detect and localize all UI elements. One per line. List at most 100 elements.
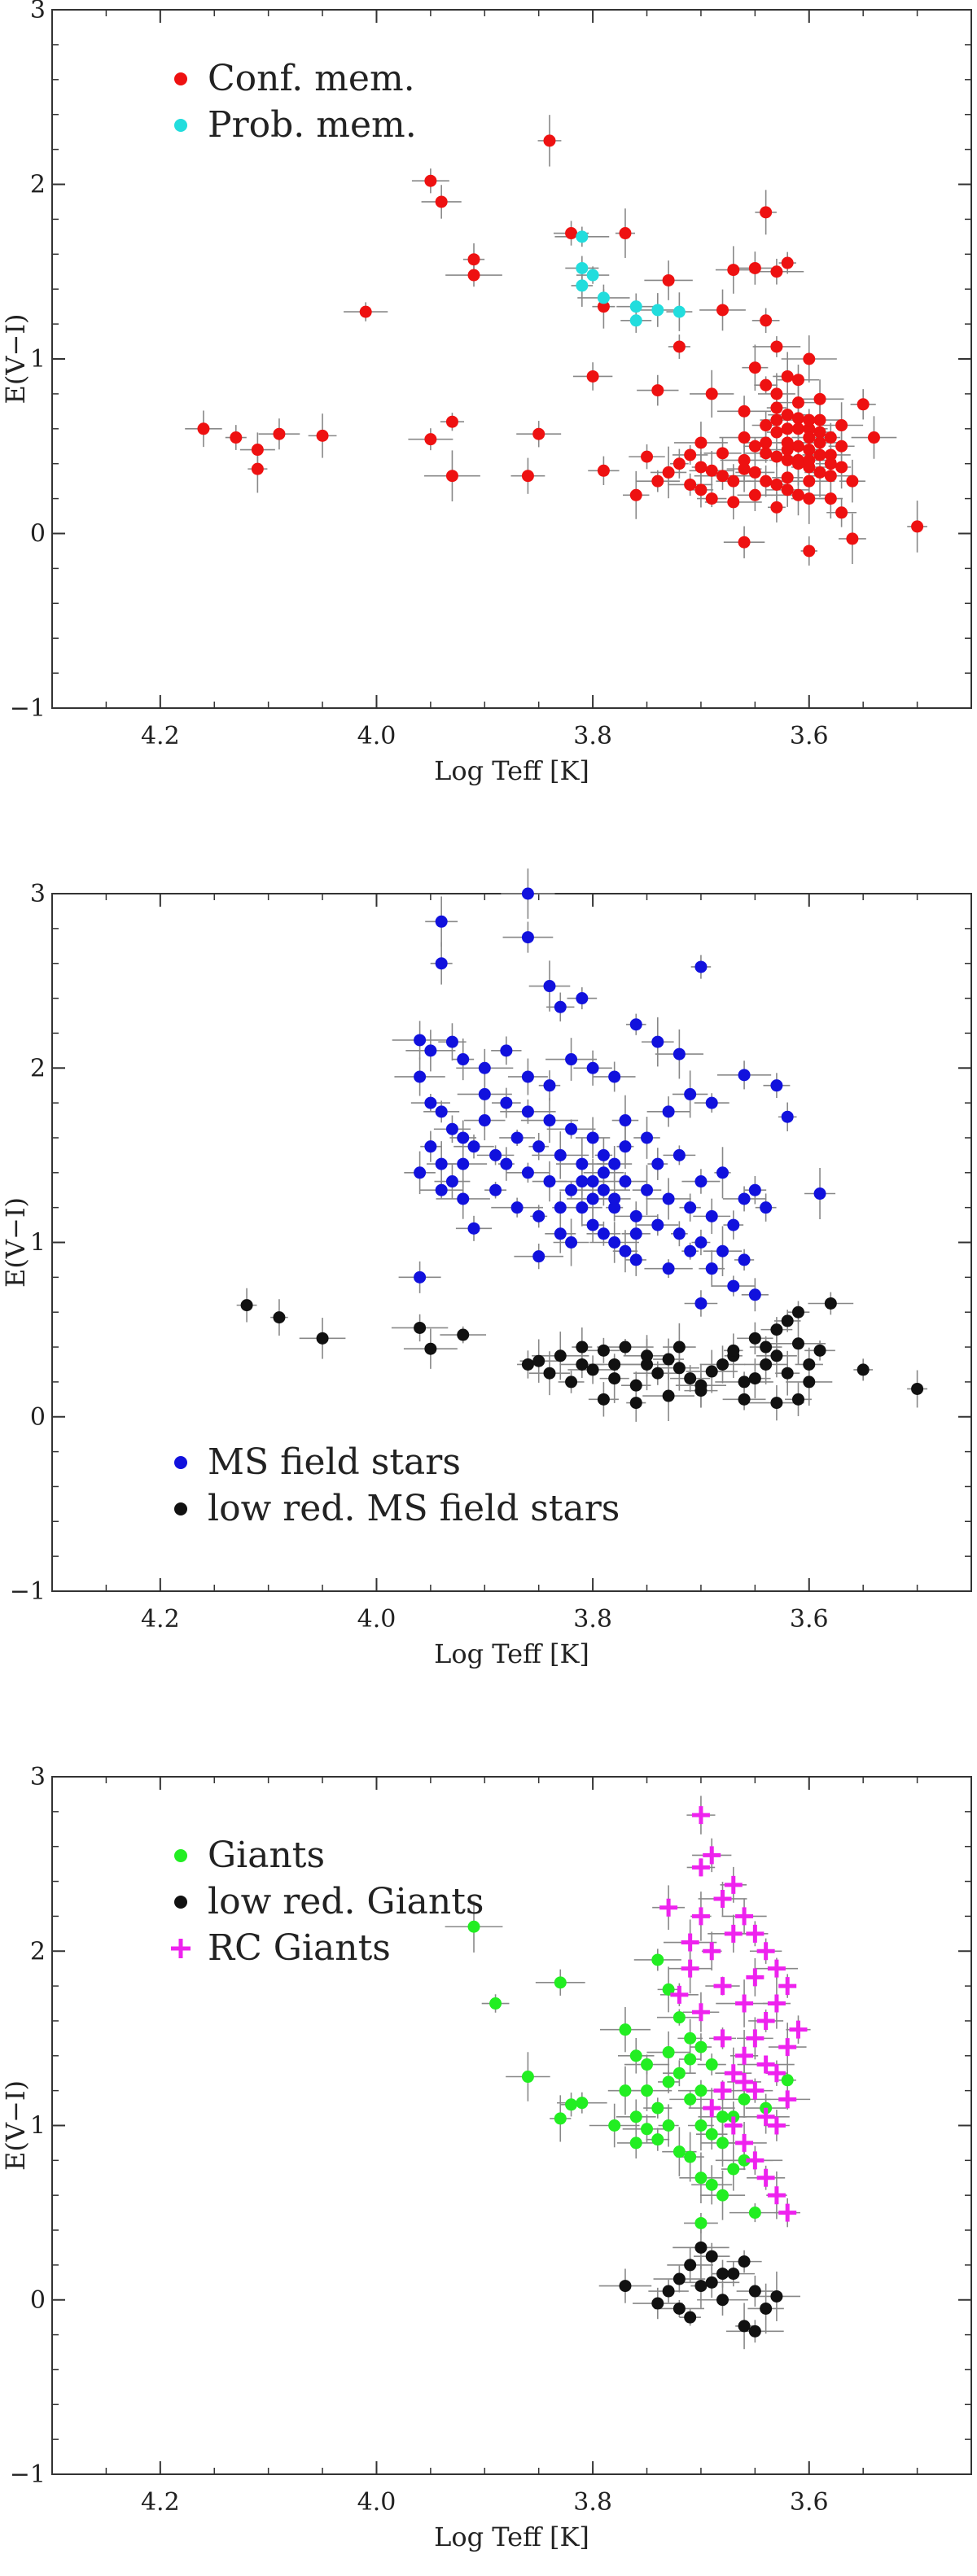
data-point-giants xyxy=(629,2136,642,2150)
data-point-low-red-ms-field-stars xyxy=(608,1358,621,1371)
data-point-conf-mem xyxy=(629,488,642,501)
data-point-conf-mem xyxy=(424,433,437,446)
data-point-ms-field-stars xyxy=(424,1044,437,1057)
data-point-ms-field-stars xyxy=(586,1192,599,1205)
data-point-giants xyxy=(705,2178,718,2191)
data-point-conf-mem xyxy=(770,501,783,514)
data-point-low-red-ms-field-stars xyxy=(651,1367,664,1380)
data-point-conf-mem xyxy=(662,273,675,286)
data-point-low-red-ms-field-stars xyxy=(770,1349,783,1362)
data-point-low-red-ms-field-stars xyxy=(608,1372,621,1385)
data-point-low-red-ms-field-stars xyxy=(586,1363,599,1376)
data-point-ms-field-stars xyxy=(619,1140,632,1153)
data-point-conf-mem xyxy=(824,470,837,483)
data-point-rc-giants xyxy=(746,1924,765,1943)
data-point-conf-mem xyxy=(694,436,708,449)
data-point-conf-mem xyxy=(803,352,816,365)
data-point-rc-giants xyxy=(691,1806,710,1825)
data-point-low-red-ms-field-stars xyxy=(316,1332,329,1345)
data-point-conf-mem xyxy=(586,370,599,383)
data-point-ms-field-stars xyxy=(662,1192,675,1205)
data-point-giants xyxy=(716,2189,729,2202)
data-point-ms-field-stars xyxy=(684,1201,697,1214)
data-point-rc-giants xyxy=(724,2064,743,2083)
data-point-giants xyxy=(727,2163,740,2176)
data-point-ms-field-stars xyxy=(662,1105,675,1118)
data-point-ms-field-stars xyxy=(619,1114,632,1127)
x-tick-label: 3.8 xyxy=(573,722,612,750)
data-point-rc-giants xyxy=(713,2029,732,2048)
data-point-low-red-ms-field-stars xyxy=(576,1358,589,1371)
data-point-ms-field-stars xyxy=(500,1157,513,1170)
data-point-conf-mem xyxy=(748,440,761,453)
data-point-low-red-ms-field-stars xyxy=(803,1375,816,1389)
data-point-conf-mem xyxy=(803,545,816,558)
data-point-conf-mem xyxy=(781,409,794,422)
data-point-prob-mem xyxy=(597,291,610,304)
data-point-ms-field-stars xyxy=(565,1183,578,1196)
data-point-ms-field-stars xyxy=(760,1201,773,1214)
data-point-ms-field-stars xyxy=(424,1096,437,1109)
data-point-low-red-ms-field-stars xyxy=(791,1305,804,1319)
data-point-ms-field-stars xyxy=(445,1122,458,1135)
data-point-conf-mem xyxy=(781,422,794,435)
data-point-conf-mem xyxy=(791,488,804,501)
data-point-ms-field-stars xyxy=(705,1096,718,1109)
legend-marker xyxy=(174,1849,187,1862)
data-point-ms-field-stars xyxy=(576,1175,589,1188)
data-point-low-red-giants xyxy=(727,2268,740,2281)
data-point-conf-mem xyxy=(694,483,708,496)
data-point-ms-field-stars xyxy=(716,1166,729,1179)
data-point-low-red-ms-field-stars xyxy=(911,1382,924,1395)
data-point-conf-mem xyxy=(738,462,751,475)
legend-label: low red. Giants xyxy=(208,1881,484,1922)
data-point-conf-mem xyxy=(673,340,686,353)
data-point-rc-giants xyxy=(756,2107,775,2126)
data-point-conf-mem xyxy=(813,466,826,479)
data-point-conf-mem xyxy=(716,447,729,460)
data-point-rc-giants xyxy=(789,2020,808,2039)
data-point-ms-field-stars xyxy=(641,1131,654,1144)
data-point-prob-mem xyxy=(673,305,686,318)
data-point-ms-field-stars xyxy=(684,1244,697,1257)
data-point-ms-field-stars xyxy=(597,1227,610,1240)
data-point-conf-mem xyxy=(770,426,783,439)
data-point-low-red-ms-field-stars xyxy=(414,1321,427,1334)
data-point-conf-mem xyxy=(445,470,458,483)
data-point-ms-field-stars xyxy=(705,1262,718,1275)
data-point-giants xyxy=(694,2171,708,2185)
data-point-ms-field-stars xyxy=(651,1035,664,1048)
data-point-giants xyxy=(651,2101,664,2115)
data-point-ms-field-stars xyxy=(435,1157,448,1170)
data-point-ms-field-stars xyxy=(435,957,448,970)
data-point-rc-giants xyxy=(681,1959,699,1978)
data-point-ms-field-stars xyxy=(694,1175,708,1188)
data-point-conf-mem xyxy=(445,415,458,428)
data-point-giants xyxy=(716,2110,729,2123)
data-point-rc-giants xyxy=(735,1994,754,2013)
data-point-giants xyxy=(781,2074,794,2087)
data-point-low-red-ms-field-stars xyxy=(748,1372,761,1385)
data-point-low-red-ms-field-stars xyxy=(576,1340,589,1354)
data-point-ms-field-stars xyxy=(565,1053,578,1066)
data-point-prob-mem xyxy=(576,261,589,274)
data-point-giants xyxy=(716,2136,729,2150)
data-point-low-red-ms-field-stars xyxy=(565,1375,578,1389)
data-point-conf-mem xyxy=(813,426,826,439)
data-point-low-red-ms-field-stars xyxy=(641,1358,654,1371)
data-point-low-red-giants xyxy=(705,2276,718,2289)
data-point-conf-mem xyxy=(467,269,480,282)
data-point-conf-mem xyxy=(694,461,708,474)
data-point-rc-giants xyxy=(735,2133,754,2152)
data-point-conf-mem xyxy=(803,475,816,488)
data-point-conf-mem xyxy=(781,471,794,484)
data-point-conf-mem xyxy=(651,475,664,488)
data-point-conf-mem xyxy=(705,387,718,400)
data-point-conf-mem xyxy=(619,227,632,240)
data-point-ms-field-stars xyxy=(597,1166,610,1179)
data-point-conf-mem xyxy=(359,305,372,318)
data-point-conf-mem xyxy=(857,398,870,411)
data-point-low-red-giants xyxy=(694,2280,708,2293)
data-point-ms-field-stars xyxy=(457,1053,470,1066)
data-point-ms-field-stars xyxy=(727,1218,740,1231)
